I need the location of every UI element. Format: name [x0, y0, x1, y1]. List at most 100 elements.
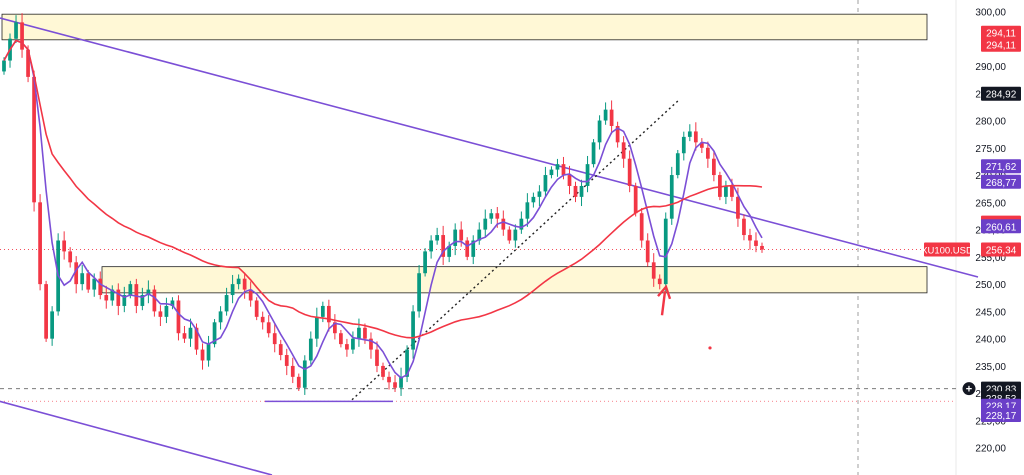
candle-body: [242, 278, 247, 290]
price-badge-label: 294,11: [986, 41, 1016, 52]
ticker-badge: [924, 242, 970, 257]
candle-body: [483, 218, 488, 230]
candle-body: [74, 262, 79, 285]
candle-body: [339, 333, 343, 345]
candle-body: [585, 164, 590, 186]
price-badge: [981, 25, 1021, 40]
candle-body: [308, 338, 313, 361]
candle-body: [597, 120, 602, 143]
candle-body: [742, 218, 746, 236]
price-axis: 220,00225,00230,00235,00240,00245,00250,…: [921, 7, 1021, 455]
candle-body: [718, 175, 722, 197]
candle-body: [615, 125, 620, 143]
candle-body: [284, 355, 289, 366]
candle-body: [724, 185, 728, 197]
candle-body: [736, 196, 740, 219]
candle-body: [254, 300, 259, 317]
candle-body: [122, 295, 127, 306]
candle-body: [50, 311, 54, 339]
price-badge-label: 230,83: [986, 385, 1017, 396]
candle-body: [561, 164, 566, 176]
candle-body: [609, 109, 614, 126]
candle-body: [212, 322, 217, 345]
candle-body: [200, 349, 205, 361]
candle-body: [236, 278, 241, 285]
candle-body: [176, 300, 181, 334]
candle-body: [633, 185, 638, 214]
y-tick-label: 240,00: [975, 335, 1006, 346]
candle-body: [86, 273, 91, 290]
candle-body: [663, 218, 668, 285]
candle-body: [345, 344, 349, 350]
candle-body: [260, 316, 265, 323]
candle-body: [134, 284, 139, 306]
candle-body: [459, 229, 464, 241]
candle-body: [657, 278, 662, 285]
candle-body: [182, 333, 187, 339]
candle-body: [20, 22, 24, 50]
price-badge: [981, 408, 1021, 423]
candle-body: [591, 142, 596, 165]
candle-body: [206, 344, 211, 361]
y-tick-label: 255,00: [975, 253, 1006, 264]
candle-body: [92, 278, 97, 290]
candle-body: [645, 240, 650, 263]
candle-body: [489, 213, 494, 219]
candle-body: [393, 382, 397, 388]
price-badge: [981, 37, 1021, 52]
zones: [1, 13, 928, 294]
candle-body: [693, 131, 698, 143]
candle-body: [266, 322, 271, 334]
candle-body: [170, 300, 175, 306]
candle-body: [513, 229, 518, 241]
candle-body: [278, 344, 283, 356]
candle-body: [164, 305, 169, 317]
candles: [2, 13, 764, 396]
price-badge: [981, 159, 1021, 174]
candle-body: [381, 365, 385, 377]
candle-body: [525, 202, 530, 219]
candle-body: [651, 262, 656, 279]
candle-body: [38, 202, 42, 285]
candle-body: [621, 142, 626, 159]
price-badge-label: 271,62: [986, 162, 1017, 173]
price-badge: [981, 174, 1021, 189]
candle-body: [14, 22, 18, 39]
candle-body: [224, 295, 229, 312]
candle-body: [687, 131, 692, 137]
candle-body: [423, 251, 427, 274]
candle-body: [363, 327, 367, 339]
candle-body: [537, 191, 542, 197]
y-tick-label: 250,00: [975, 280, 1006, 291]
candle-body: [712, 158, 716, 176]
ticker-label: XU100.USD: [921, 246, 973, 257]
price-badge-label: 256,34: [986, 246, 1017, 257]
candle-body: [68, 251, 73, 263]
candle-body: [326, 305, 331, 323]
candle-body: [411, 311, 415, 350]
candle-body: [639, 213, 644, 241]
candle-body: [730, 185, 734, 197]
candle-body: [158, 311, 163, 317]
candle-body: [146, 289, 151, 296]
add-level-icon: [962, 382, 976, 396]
candle-body: [98, 278, 103, 296]
arrow-shaft: [660, 291, 667, 316]
slow-moving-average: [3, 39, 763, 339]
price-badge-label: 294,11: [986, 29, 1016, 40]
candle-body: [531, 196, 536, 203]
candle-body: [44, 284, 48, 339]
annotations: [657, 284, 712, 350]
candle-body: [357, 327, 361, 339]
candle-body: [399, 376, 403, 388]
price-badge-label: 228,17: [986, 411, 1017, 422]
candle-body: [447, 245, 452, 257]
candle-body: [218, 311, 223, 323]
candle-body: [110, 289, 115, 301]
candle-body: [549, 169, 554, 176]
arrow-head: [657, 284, 672, 300]
candle-body: [375, 349, 379, 366]
grid: [0, 0, 957, 475]
candle-body: [465, 240, 470, 257]
candle-body: [417, 273, 421, 312]
